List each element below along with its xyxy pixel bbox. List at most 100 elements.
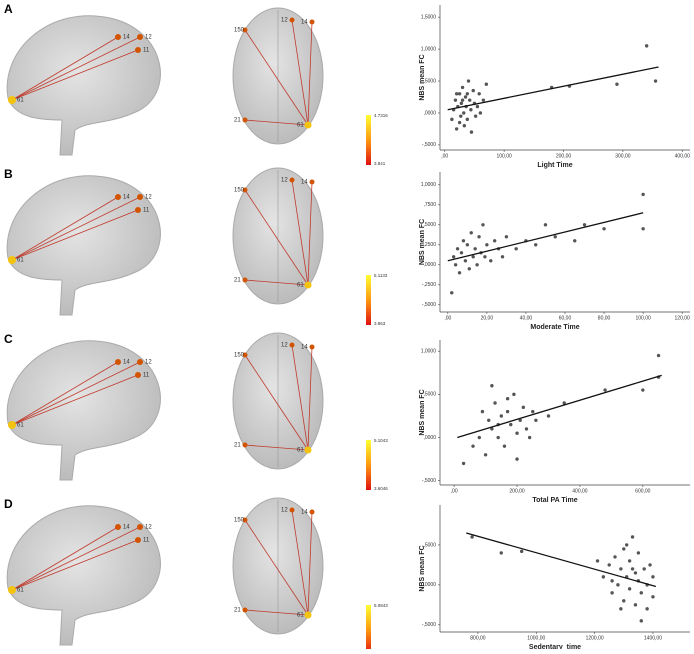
node-label: 21 [234, 118, 241, 124]
node [309, 509, 315, 515]
trend-line [457, 374, 662, 439]
connection [11, 539, 139, 591]
x-axis-label: Total PA Time [532, 497, 577, 504]
point [505, 396, 510, 401]
node-label: 61 [17, 98, 24, 104]
point [633, 571, 638, 575]
node-label: 150 [234, 188, 245, 194]
point [492, 239, 497, 243]
panel-label: C [4, 332, 13, 346]
point [475, 104, 480, 109]
point [461, 239, 466, 243]
point [499, 551, 503, 555]
point [582, 223, 587, 227]
connection [244, 119, 309, 126]
node-label: 14 [301, 345, 308, 351]
connection [291, 19, 309, 126]
y-tick-label: ,5000 [423, 78, 436, 84]
node [304, 446, 312, 454]
point [546, 414, 551, 418]
point [453, 98, 458, 102]
point [499, 414, 504, 418]
node-label: 12 [281, 508, 288, 514]
y-tick-label: ,5000 [423, 542, 436, 548]
colorbar [366, 605, 371, 654]
point [453, 263, 458, 267]
node [137, 34, 143, 40]
point [624, 543, 629, 547]
point [454, 127, 459, 131]
y-tick-label: ,0000 [423, 582, 436, 588]
point [502, 444, 507, 448]
point [467, 98, 472, 102]
node-label: 61 [297, 283, 304, 289]
node [289, 17, 295, 23]
connection [244, 279, 309, 286]
y-tick-label: 1,0000 [421, 182, 437, 188]
connection [244, 444, 309, 451]
node-label: 12 [145, 35, 152, 41]
connection [307, 346, 313, 451]
node-label: 61 [17, 423, 24, 429]
colorbar-max: 4.7316 [374, 113, 388, 118]
point [466, 79, 471, 83]
point [485, 243, 489, 247]
point [519, 549, 524, 554]
x-tick-label: 60,00 [559, 315, 572, 321]
node [115, 34, 121, 40]
connection [244, 354, 309, 451]
x-tick-label: ,00 [444, 315, 451, 321]
point [553, 235, 557, 239]
node [8, 421, 16, 429]
point [469, 231, 473, 235]
y-tick-label: ,0000 [423, 435, 436, 441]
panel-label: D [4, 497, 13, 511]
node-label: 12 [281, 18, 288, 24]
y-tick-label: ,0000 [423, 262, 436, 268]
node [304, 281, 312, 289]
y-tick-label: 1,0000 [421, 46, 437, 52]
node-label: 21 [234, 608, 241, 614]
node-label: 12 [281, 343, 288, 349]
colorbar [366, 440, 371, 490]
x-tick-label: 120,00 [675, 315, 691, 321]
point [619, 567, 623, 571]
trend-line [447, 66, 659, 111]
point [457, 120, 462, 125]
point [644, 44, 649, 48]
point [514, 247, 518, 251]
connection [244, 609, 309, 616]
node [135, 47, 141, 53]
x-axis-label: Light Time [537, 162, 572, 169]
connection [307, 181, 313, 286]
point [613, 555, 617, 559]
colorbar [366, 275, 371, 325]
point [481, 223, 485, 227]
point [457, 271, 462, 275]
point [573, 239, 577, 243]
node [304, 121, 312, 129]
x-tick-label: 200,00 [509, 488, 525, 494]
brain-sagittal [6, 505, 161, 646]
x-axis-label: Moderate Time [530, 324, 579, 331]
connection [11, 526, 141, 591]
point [633, 603, 638, 607]
node [137, 194, 143, 200]
node-label: 12 [145, 195, 152, 201]
x-tick-label: 300,00 [615, 153, 631, 159]
panel-label: A [4, 2, 13, 16]
connection [291, 509, 309, 616]
point [462, 111, 466, 115]
node-label: 11 [143, 538, 150, 544]
y-axis-label: NBS mean FC [419, 54, 426, 100]
point [460, 98, 465, 102]
y-axis-label: NBS mean FC [419, 389, 426, 435]
node-label: 61 [297, 613, 304, 619]
x-tick-label: ,00 [441, 153, 448, 159]
node-label: 11 [143, 208, 150, 214]
point [602, 227, 606, 231]
point [471, 255, 475, 259]
point [595, 559, 600, 563]
node [242, 277, 248, 283]
